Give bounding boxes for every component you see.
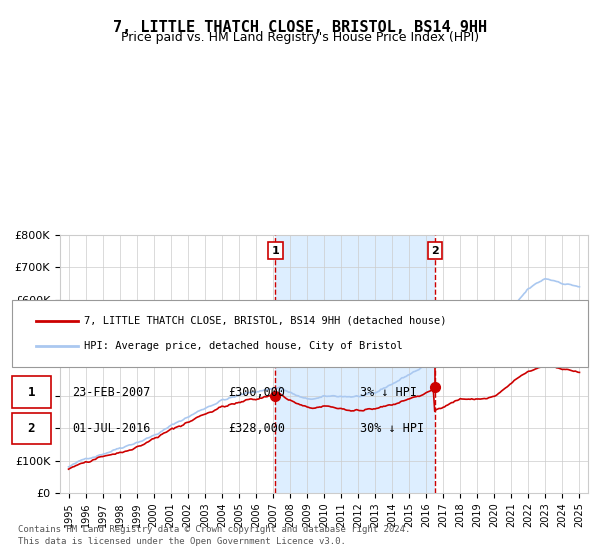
Text: £300,000: £300,000 <box>228 385 285 399</box>
Text: 01-JUL-2016: 01-JUL-2016 <box>72 422 151 435</box>
Text: Contains HM Land Registry data © Crown copyright and database right 2024.
This d: Contains HM Land Registry data © Crown c… <box>18 525 410 546</box>
Text: 2: 2 <box>431 246 439 256</box>
Text: HPI: Average price, detached house, City of Bristol: HPI: Average price, detached house, City… <box>84 340 403 351</box>
Text: 30% ↓ HPI: 30% ↓ HPI <box>360 422 424 435</box>
Text: Price paid vs. HM Land Registry's House Price Index (HPI): Price paid vs. HM Land Registry's House … <box>121 31 479 44</box>
Text: 7, LITTLE THATCH CLOSE, BRISTOL, BS14 9HH: 7, LITTLE THATCH CLOSE, BRISTOL, BS14 9H… <box>113 20 487 35</box>
Text: 1: 1 <box>28 385 35 399</box>
Text: 7, LITTLE THATCH CLOSE, BRISTOL, BS14 9HH (detached house): 7, LITTLE THATCH CLOSE, BRISTOL, BS14 9H… <box>84 316 446 326</box>
Text: 3% ↓ HPI: 3% ↓ HPI <box>360 385 417 399</box>
Text: £328,000: £328,000 <box>228 422 285 435</box>
Bar <box>275 235 435 493</box>
Text: 2: 2 <box>28 422 35 435</box>
Text: 1: 1 <box>272 246 280 256</box>
Text: 23-FEB-2007: 23-FEB-2007 <box>72 385 151 399</box>
